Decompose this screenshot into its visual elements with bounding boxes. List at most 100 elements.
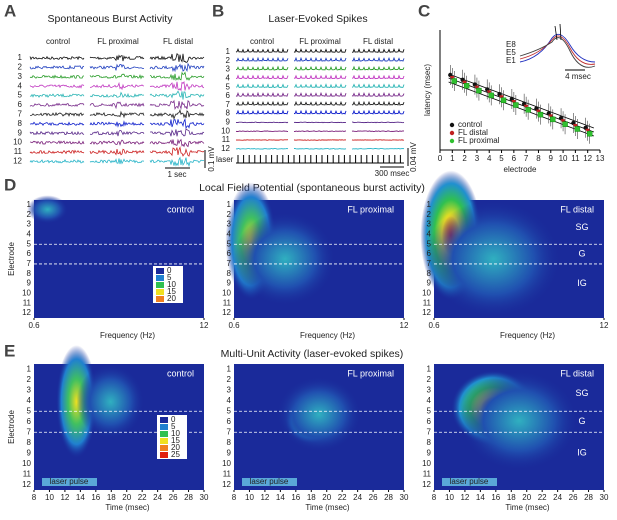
axis-label: Frequency (Hz) [100, 331, 155, 340]
y-tick-label: 5 [27, 239, 32, 248]
x-tick-label: 16 [291, 493, 300, 502]
y-tick-label: 10 [222, 289, 231, 298]
trace [351, 56, 405, 62]
stimulus-bar [42, 478, 97, 486]
trace [29, 84, 85, 89]
heat-blob [76, 364, 145, 440]
trace [89, 54, 145, 62]
trace [235, 83, 289, 89]
trace [149, 80, 205, 92]
heat-blob [459, 370, 579, 472]
marker [537, 111, 544, 118]
panel-title: Laser-Evoked Spikes [268, 13, 367, 25]
trace [235, 121, 289, 124]
inset-label: E1 [506, 56, 516, 65]
x-tick-label: 0.6 [228, 321, 240, 330]
y-tick-label: 6 [427, 417, 432, 426]
trace [351, 47, 405, 53]
trace [29, 55, 85, 61]
stimulus-label: laser pulse [450, 477, 489, 486]
trace [29, 102, 85, 108]
marker [560, 119, 566, 124]
row-label: 5 [18, 91, 23, 100]
panel-letter: D [4, 175, 16, 194]
x-tick-label: 26 [569, 493, 578, 502]
trace [149, 90, 205, 100]
y-tick-label: 4 [427, 396, 432, 405]
y-tick-label: 12 [422, 308, 431, 317]
y-tick-label: 2 [27, 375, 32, 384]
x-tick-label: 5 [499, 154, 504, 163]
trace [351, 148, 405, 150]
trace [149, 53, 205, 63]
colorbar-swatch [160, 452, 168, 458]
y-tick-label: 4 [27, 230, 32, 239]
legend-marker [449, 122, 455, 128]
y-tick-label: 6 [27, 417, 32, 426]
marker [525, 107, 531, 113]
legend-marker [449, 138, 455, 144]
trace [351, 109, 405, 115]
legend-label: control [458, 120, 482, 129]
trace [293, 121, 346, 124]
marker [585, 128, 591, 134]
stimulus-bar [442, 478, 497, 486]
x-tick-label: 0.6 [428, 321, 440, 330]
row-label: 2 [226, 56, 231, 65]
x-tick-label: 20 [522, 493, 531, 502]
trace [149, 146, 205, 157]
marker [499, 95, 505, 100]
trace [293, 91, 347, 97]
colorbar-swatch [156, 275, 164, 281]
y-tick-label: 6 [227, 249, 232, 258]
y-tick-label: 1 [27, 200, 32, 209]
y-tick-label: 7 [227, 427, 232, 436]
x-tick-label: 18 [507, 493, 516, 502]
row-label: 9 [226, 118, 231, 127]
y-tick-label: 8 [27, 269, 32, 278]
y-tick-label: 9 [27, 279, 32, 288]
x-tick-label: 7 [524, 154, 529, 163]
y-tick-label: 6 [27, 249, 32, 258]
row-label: 9 [18, 128, 23, 137]
y-tick-label: 11 [423, 469, 432, 478]
x-tick-label: 10 [45, 493, 54, 502]
y-tick-label: 9 [227, 448, 232, 457]
y-tick-label: 9 [427, 448, 432, 457]
scale-label: 0.1 mV [207, 146, 216, 172]
row-label: 8 [18, 119, 23, 128]
trace [293, 83, 347, 89]
y-tick-label: 10 [422, 289, 431, 298]
fit-line [448, 81, 594, 137]
x-tick-label: 18 [307, 493, 316, 502]
y-tick-label: 9 [27, 448, 32, 457]
trace [89, 63, 145, 71]
stimulus-bar [242, 478, 297, 486]
y-tick-label: 10 [222, 459, 231, 468]
trace [29, 93, 85, 98]
heat-blob [234, 211, 336, 307]
row-label: 5 [226, 82, 231, 91]
y-tick-label: 2 [227, 210, 232, 219]
inset-label: E5 [506, 48, 516, 57]
trace [235, 139, 289, 141]
y-tick-label: 8 [227, 269, 232, 278]
row-label: 1 [226, 47, 231, 56]
x-tick-label: 8 [536, 154, 541, 163]
row-label: 7 [18, 110, 23, 119]
y-tick-label: 11 [23, 298, 32, 307]
trace [293, 109, 347, 115]
trace [89, 101, 145, 110]
panel-letter: C [418, 1, 430, 20]
y-tick-label: 2 [27, 210, 32, 219]
inset-trace [519, 33, 596, 63]
y-tick-label: 12 [22, 480, 31, 489]
map-label: FL distal [560, 204, 594, 214]
colorbar-label: 25 [171, 450, 180, 459]
row-label: 2 [18, 63, 23, 72]
scale-label: 4 msec [565, 72, 591, 81]
trace [351, 74, 405, 80]
scale-label: 1 sec [167, 170, 186, 179]
trace [293, 139, 347, 141]
trace [293, 65, 347, 71]
